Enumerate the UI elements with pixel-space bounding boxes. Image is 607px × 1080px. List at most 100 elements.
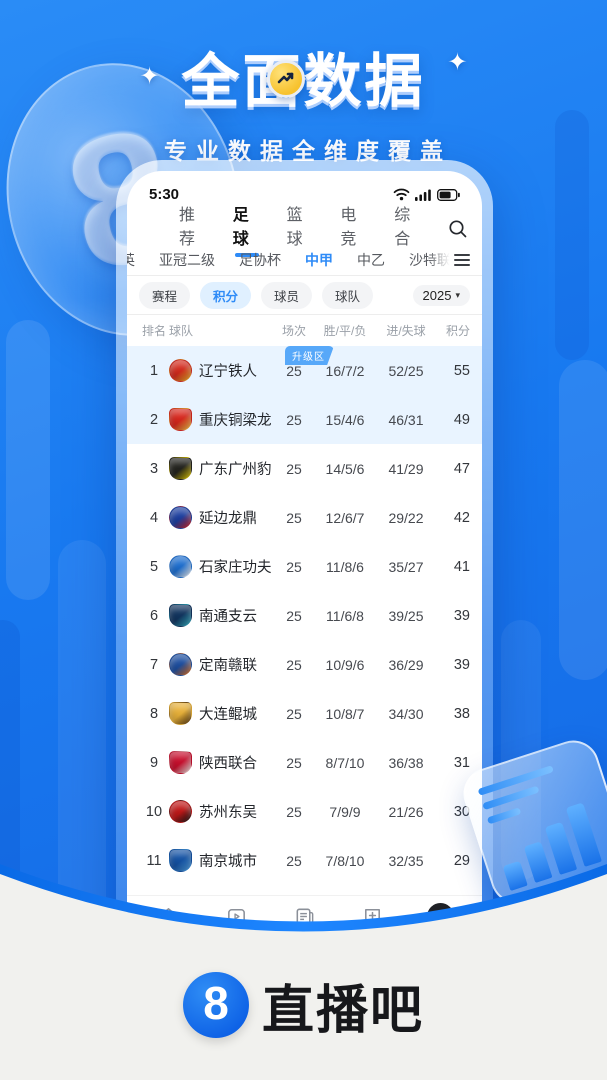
points-cell: 41 — [453, 558, 470, 575]
team-logo — [169, 849, 192, 872]
wdl-cell: 7/9/9 — [329, 803, 361, 820]
wdl-cell: 11/8/6 — [326, 558, 364, 575]
status-time: 5:30 — [149, 186, 180, 203]
rank-cell: 11 — [146, 852, 162, 869]
table-row[interactable]: 5 石家庄功夫 25 11/8/6 35/27 41 — [127, 542, 482, 591]
wdl-cell: 10/8/7 — [325, 705, 365, 722]
table-row[interactable]: 2 重庆铜梁龙 25 15/4/6 46/31 49 — [127, 395, 482, 444]
goals-cell: 34/30 — [388, 705, 424, 722]
tab-label: 电竞 — [340, 207, 357, 248]
team-name: 石家庄功夫 — [199, 560, 272, 576]
primary-tab[interactable]: 足球 — [233, 201, 261, 257]
battery-icon — [437, 188, 460, 201]
brand-logo-number: 8 — [203, 977, 229, 1029]
wdl-cell: 12/6/7 — [325, 509, 365, 526]
wdl-cell: 15/4/6 — [325, 411, 365, 428]
wdl-cell: 14/5/6 — [325, 460, 365, 477]
league-tab[interactable]: 亚冠二级 — [159, 252, 215, 268]
goals-cell: 32/35 — [388, 852, 424, 869]
filter-chip[interactable]: 球员 — [261, 281, 313, 309]
chart-bar — [502, 860, 528, 891]
goals-cell: 39/25 — [388, 607, 424, 624]
wdl-cell: 10/9/6 — [325, 656, 365, 673]
points-cell: 39 — [453, 607, 470, 624]
team-logo — [169, 506, 192, 529]
wifi-icon — [393, 188, 410, 201]
played-cell: 25 — [286, 607, 302, 624]
standings-table: 升级区 1 辽宁铁人 25 16/7/2 52/25 55 2 — [127, 346, 482, 885]
primary-tab[interactable]: 电竞 — [340, 201, 368, 257]
team-name: 广东广州豹 — [199, 462, 272, 478]
primary-tab[interactable]: 篮球 — [287, 201, 315, 257]
team-logo — [169, 751, 192, 774]
team-logo — [169, 359, 192, 382]
table-row[interactable]: 10 苏州东吴 25 7/9/9 21/26 30 — [127, 787, 482, 836]
points-cell: 30 — [453, 803, 470, 820]
bg-stripe — [559, 360, 607, 680]
league-tab[interactable]: 足协杯 — [239, 252, 281, 268]
goals-cell: 41/29 — [388, 460, 424, 477]
team-name: 陕西联合 — [199, 756, 257, 772]
played-cell: 25 — [286, 852, 302, 869]
table-row[interactable]: 11 南京城市 25 7/8/10 32/35 29 — [127, 836, 482, 885]
sparkle-icon: ✦ — [447, 49, 468, 76]
goals-cell: 29/22 — [388, 509, 424, 526]
menu-icon[interactable] — [454, 251, 470, 269]
data-trend-icon — [426, 903, 454, 930]
brand-logo: 8 — [182, 972, 249, 1038]
tab-label: 篮球 — [286, 207, 303, 248]
primary-tab[interactable]: 推荐 — [179, 201, 207, 257]
team-name: 重庆铜梁龙 — [199, 413, 272, 429]
team-logo — [169, 457, 192, 480]
sparkle-icon: ✦ — [139, 63, 160, 90]
search-icon[interactable] — [448, 219, 468, 239]
col-team: 球队 — [169, 324, 194, 338]
table-row[interactable]: 7 定南赣联 25 10/9/6 36/29 39 — [127, 640, 482, 689]
wdl-cell: 11/6/8 — [326, 607, 364, 624]
points-cell: 39 — [453, 656, 470, 673]
season-dropdown[interactable]: 2025 ▾ — [412, 284, 470, 306]
rank-cell: 7 — [149, 656, 159, 673]
team-name: 延边龙鼎 — [199, 511, 257, 527]
table-row[interactable]: 6 南通支云 25 11/6/8 39/25 39 — [127, 591, 482, 640]
tab-label: 推荐 — [179, 207, 196, 248]
signal-icon — [415, 189, 431, 201]
page-subtitle: 专业数据全维度覆盖 — [164, 138, 452, 164]
filter-chip[interactable]: 积分 — [200, 281, 252, 309]
primary-tab[interactable]: 综合 — [394, 201, 422, 257]
rank-cell: 1 — [149, 362, 159, 379]
col-goals: 进/失球 — [386, 324, 426, 338]
team-name: 南京城市 — [199, 854, 257, 870]
video-icon — [228, 909, 246, 924]
wdl-cell: 8/7/10 — [325, 754, 365, 771]
news-icon — [296, 908, 314, 925]
team-logo — [169, 604, 192, 627]
table-row[interactable]: 3 广东广州豹 25 14/5/6 41/29 47 — [127, 444, 482, 493]
filter-chip[interactable]: 球队 — [322, 281, 374, 309]
team-name: 定南赣联 — [199, 658, 257, 674]
season-value: 2025 — [422, 287, 452, 303]
active-tab-underline — [234, 253, 259, 257]
divider — [127, 314, 482, 315]
table-row[interactable]: 8 大连鲲城 25 10/8/7 34/30 38 — [127, 689, 482, 738]
table-row[interactable]: 4 延边龙鼎 25 12/6/7 29/22 42 — [127, 493, 482, 542]
played-cell: 25 — [286, 362, 302, 379]
team-name: 苏州东吴 — [199, 805, 257, 821]
league-tab[interactable]: 英 — [127, 252, 135, 268]
chart-line — [486, 807, 522, 825]
team-logo — [169, 653, 192, 676]
played-cell: 25 — [286, 803, 302, 820]
team-logo — [169, 702, 192, 725]
league-tab[interactable]: 中乙 — [357, 252, 385, 268]
table-row[interactable]: 9 陕西联合 25 8/7/10 36/38 31 — [127, 738, 482, 787]
rank-cell: 9 — [149, 754, 159, 771]
brand-footer: 8 直播吧 — [0, 930, 607, 1080]
team-name: 辽宁铁人 — [199, 364, 257, 380]
filter-chip[interactable]: 赛程 — [139, 281, 191, 309]
rank-cell: 5 — [149, 558, 159, 575]
league-tab[interactable]: 中甲 — [305, 252, 333, 268]
shield-plus-icon — [364, 909, 380, 926]
wdl-cell: 7/8/10 — [325, 852, 365, 869]
col-points: 积分 — [445, 324, 470, 338]
table-header: 排名 球队 场次 胜/平/负 进/失球 积分 — [127, 315, 482, 346]
